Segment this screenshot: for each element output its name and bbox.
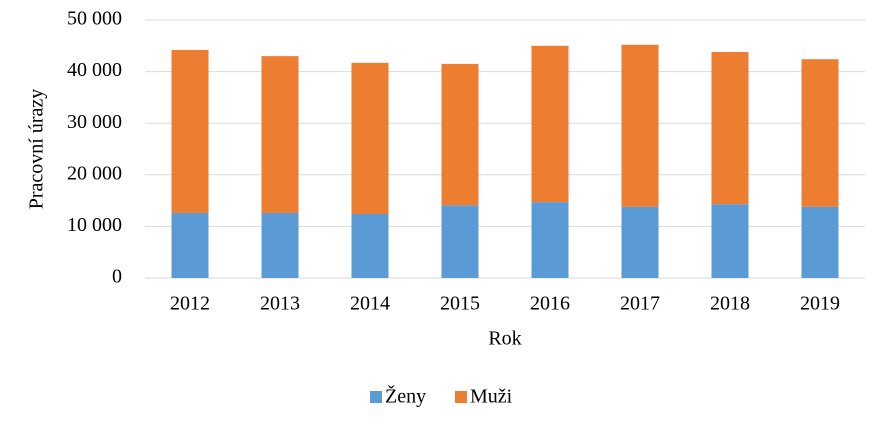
y-tick-label: 10 000 [67, 214, 122, 236]
bar-segment [351, 214, 389, 278]
bar-segment [621, 44, 659, 207]
bar-segment [441, 63, 479, 206]
bar-segment [531, 202, 569, 278]
x-tick-label: 2013 [260, 293, 300, 315]
bar-segment [171, 49, 209, 213]
x-tick-label: 2015 [440, 293, 480, 315]
bar-segment [261, 212, 299, 278]
bar-segment [621, 206, 659, 278]
bar-segment [711, 51, 749, 205]
bar-segment [351, 62, 389, 215]
legend-label: Ženy [385, 385, 426, 408]
legend-swatch [370, 391, 382, 403]
legend-label: Muži [470, 386, 513, 408]
x-tick-label: 2018 [710, 293, 750, 315]
x-axis-title: Rok [488, 328, 521, 350]
y-tick-label: 30 000 [67, 111, 122, 133]
x-tick-label: 2014 [350, 293, 390, 315]
bar-segment [261, 56, 299, 213]
x-tick-label: 2012 [170, 293, 210, 315]
y-tick-label: 0 [112, 266, 122, 288]
y-tick-label: 40 000 [67, 59, 122, 81]
x-tick-label: 2016 [530, 293, 570, 315]
y-tick-label: 50 000 [67, 8, 122, 30]
legend-swatch [455, 391, 467, 403]
bar-segment [711, 204, 749, 278]
bar-segment [441, 205, 479, 278]
bar-segment [531, 45, 569, 203]
bar-segment [801, 206, 839, 278]
y-tick-label: 20 000 [67, 162, 122, 184]
x-tick-label: 2017 [620, 293, 660, 315]
bar-segment [801, 59, 839, 207]
x-tick-label: 2019 [800, 293, 840, 315]
y-axis-title: Pracovní úrazy [26, 89, 48, 210]
bar-segment [171, 212, 209, 278]
